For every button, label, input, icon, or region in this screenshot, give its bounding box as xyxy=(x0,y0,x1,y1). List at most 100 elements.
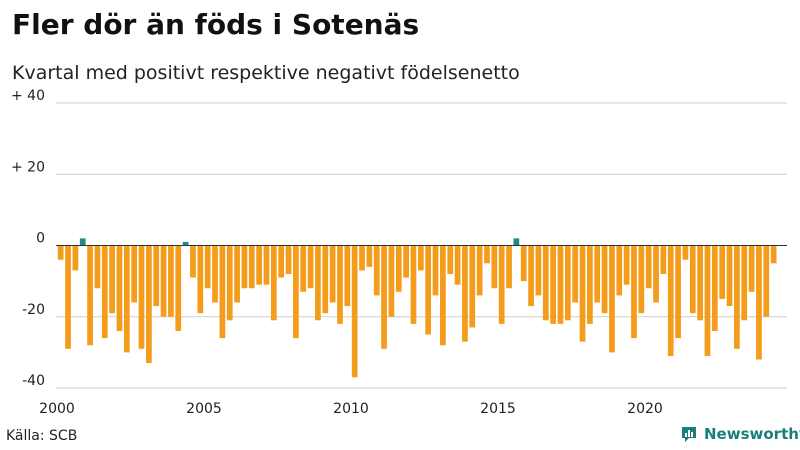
bar-negative xyxy=(631,245,637,339)
bar-negative xyxy=(770,245,777,264)
bar-negative xyxy=(645,245,652,289)
bar-negative xyxy=(594,245,601,303)
bar-negative xyxy=(417,245,424,271)
chart-title: Fler dör än föds i Sotenäs xyxy=(12,8,420,41)
bar-layer xyxy=(57,238,777,378)
bar-negative xyxy=(520,245,527,282)
y-tick-label: -20 xyxy=(22,302,45,318)
bar-negative xyxy=(278,245,285,278)
bar-negative xyxy=(697,245,703,321)
bar-negative xyxy=(307,245,314,289)
bar-negative xyxy=(138,245,145,349)
x-tick-label: 2020 xyxy=(627,401,663,417)
bar-negative xyxy=(57,245,64,260)
bar-negative xyxy=(476,245,483,296)
bar-negative xyxy=(462,245,468,342)
bar-negative xyxy=(432,245,439,296)
source-note: Källa: SCB xyxy=(6,428,78,444)
bar-negative xyxy=(506,245,512,289)
bar-negative xyxy=(359,245,365,271)
y-tick-label: + 20 xyxy=(11,159,45,175)
bar-negative xyxy=(623,245,630,285)
bar-negative xyxy=(219,245,226,339)
bar-negative xyxy=(711,245,718,331)
bar-negative xyxy=(564,245,571,321)
bar-negative xyxy=(337,245,343,324)
chart-subtitle: Kvartal med positivt respektive negativt… xyxy=(12,62,520,84)
bar-negative xyxy=(440,245,446,346)
bar-negative xyxy=(667,245,674,356)
bar-negative xyxy=(734,245,740,349)
bar-negative xyxy=(726,245,733,307)
bar-negative xyxy=(123,245,130,353)
bar-negative xyxy=(190,245,196,278)
bar-negative xyxy=(212,245,218,303)
bar-negative xyxy=(491,245,498,289)
x-tick-label: 2000 xyxy=(39,401,75,417)
bar-negative xyxy=(682,245,689,260)
bar-negative xyxy=(101,245,108,339)
bar-negative xyxy=(322,245,329,314)
bar-chart: + 40 + 20 0 -20 -40 2000 2005 2010 2015 2020 xyxy=(11,88,787,417)
bar-negative xyxy=(329,245,336,303)
brand-name: Newsworthy xyxy=(704,425,800,443)
bar-positive xyxy=(79,238,86,246)
bar-negative xyxy=(447,245,454,274)
bar-negative xyxy=(168,245,174,317)
bar-negative xyxy=(675,245,681,339)
bar-negative xyxy=(256,245,262,285)
bar-negative xyxy=(153,245,160,307)
bar-negative xyxy=(550,245,556,324)
bar-negative xyxy=(388,245,395,317)
bar-negative xyxy=(498,245,505,324)
bar-negative xyxy=(528,245,534,307)
bar-negative xyxy=(263,245,270,285)
axis-layer: + 40 + 20 0 -20 -40 2000 2005 2010 2015 2020 xyxy=(11,88,787,417)
bar-negative xyxy=(197,245,204,314)
bar-negative xyxy=(175,245,182,331)
bar-negative xyxy=(454,245,461,285)
x-tick-label: 2010 xyxy=(333,401,369,417)
brand-logo[interactable]: Newsworthy xyxy=(680,425,800,443)
bar-negative xyxy=(300,245,307,292)
bar-negative xyxy=(351,245,358,378)
bar-negative xyxy=(535,245,542,296)
bar-negative xyxy=(638,245,645,314)
y-tick-label: -40 xyxy=(22,373,45,389)
x-tick-label: 2015 xyxy=(480,401,516,417)
bar-negative xyxy=(160,245,167,317)
bar-negative xyxy=(146,245,152,364)
bar-negative xyxy=(366,245,373,267)
bar-negative xyxy=(381,245,387,349)
bar-negative xyxy=(484,245,490,264)
bar-negative xyxy=(109,245,115,314)
bar-negative xyxy=(293,245,299,339)
bar-negative xyxy=(131,245,138,303)
bar-negative xyxy=(763,245,770,317)
bar-negative xyxy=(285,245,292,274)
bar-negative xyxy=(756,245,762,360)
bar-negative xyxy=(403,245,409,278)
bar-negative xyxy=(204,245,211,289)
bar-negative xyxy=(410,245,417,324)
bar-negative xyxy=(469,245,476,328)
bar-positive xyxy=(182,241,189,246)
bar-negative xyxy=(572,245,579,303)
bar-negative xyxy=(579,245,586,342)
bar-positive xyxy=(513,238,520,246)
bar-negative xyxy=(609,245,615,353)
y-tick-label: + 40 xyxy=(11,88,45,104)
x-tick-label: 2005 xyxy=(186,401,222,417)
bar-negative xyxy=(542,245,549,321)
bar-negative xyxy=(425,245,432,335)
bar-negative xyxy=(344,245,351,307)
bar-negative xyxy=(704,245,711,356)
bar-negative xyxy=(315,245,321,321)
bar-negative xyxy=(72,245,79,271)
bar-negative xyxy=(87,245,93,346)
bar-negative xyxy=(689,245,696,314)
bar-negative xyxy=(601,245,608,314)
bar-negative xyxy=(94,245,101,289)
bar-negative xyxy=(395,245,402,292)
bar-negative xyxy=(234,245,240,303)
